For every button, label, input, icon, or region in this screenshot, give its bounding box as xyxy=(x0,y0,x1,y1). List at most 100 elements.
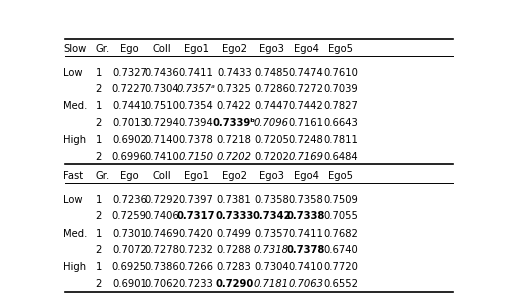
Text: 0.7327: 0.7327 xyxy=(112,68,146,78)
Text: 0.7278: 0.7278 xyxy=(144,245,179,255)
Text: 0.7333: 0.7333 xyxy=(215,211,253,221)
Text: 0.6901: 0.6901 xyxy=(112,279,146,289)
Text: 0.7499: 0.7499 xyxy=(216,228,251,238)
Text: 0.7233: 0.7233 xyxy=(178,279,213,289)
Text: Ego2: Ego2 xyxy=(221,171,246,181)
Text: High: High xyxy=(63,262,86,272)
Text: 0.7509: 0.7509 xyxy=(322,195,357,205)
Text: Gr.: Gr. xyxy=(95,44,110,54)
Text: 0.6902: 0.6902 xyxy=(112,135,146,145)
Text: 0.7469: 0.7469 xyxy=(144,228,179,238)
Text: Low: Low xyxy=(63,68,83,78)
Text: 0.7411: 0.7411 xyxy=(178,68,213,78)
Text: 0.7420: 0.7420 xyxy=(178,228,213,238)
Text: 0.7259: 0.7259 xyxy=(112,211,146,221)
Text: 0.7386: 0.7386 xyxy=(144,262,179,272)
Text: 0.7433: 0.7433 xyxy=(217,68,251,78)
Text: Ego4: Ego4 xyxy=(293,44,318,54)
Text: 0.7013: 0.7013 xyxy=(112,118,146,128)
Text: 0.7447: 0.7447 xyxy=(254,101,288,112)
Text: 1: 1 xyxy=(95,228,102,238)
Text: 0.7358: 0.7358 xyxy=(288,195,323,205)
Text: 0.7406: 0.7406 xyxy=(144,211,179,221)
Text: 0.7266: 0.7266 xyxy=(178,262,213,272)
Text: 0.7354: 0.7354 xyxy=(178,101,213,112)
Text: 0.7248: 0.7248 xyxy=(288,135,323,145)
Text: Ego1: Ego1 xyxy=(183,171,208,181)
Text: 2: 2 xyxy=(95,279,102,289)
Text: 0.7358: 0.7358 xyxy=(254,195,288,205)
Text: 0.7272: 0.7272 xyxy=(288,84,323,94)
Text: 2: 2 xyxy=(95,211,102,221)
Text: 0.7339ᵇ: 0.7339ᵇ xyxy=(212,118,256,128)
Text: 0.7411: 0.7411 xyxy=(288,228,323,238)
Text: 0.7286: 0.7286 xyxy=(254,84,288,94)
Text: 0.7096: 0.7096 xyxy=(254,118,288,128)
Text: 0.7510: 0.7510 xyxy=(144,101,179,112)
Text: Ego4: Ego4 xyxy=(293,171,318,181)
Text: Coll: Coll xyxy=(153,171,171,181)
Text: 0.7338: 0.7338 xyxy=(286,211,325,221)
Text: 0.7436: 0.7436 xyxy=(144,68,179,78)
Text: 0.7317: 0.7317 xyxy=(177,211,215,221)
Text: Ego3: Ego3 xyxy=(259,171,283,181)
Text: 0.7357: 0.7357 xyxy=(254,228,288,238)
Text: 0.7205: 0.7205 xyxy=(254,135,288,145)
Text: 0.7827: 0.7827 xyxy=(322,101,357,112)
Text: Med.: Med. xyxy=(63,101,87,112)
Text: 0.7072: 0.7072 xyxy=(112,245,146,255)
Text: 0.6643: 0.6643 xyxy=(323,118,357,128)
Text: Ego3: Ego3 xyxy=(259,44,283,54)
Text: Coll: Coll xyxy=(153,44,171,54)
Text: 0.7161: 0.7161 xyxy=(288,118,323,128)
Text: 0.7410: 0.7410 xyxy=(144,152,179,161)
Text: 0.7055: 0.7055 xyxy=(322,211,357,221)
Text: 0.7720: 0.7720 xyxy=(322,262,357,272)
Text: 0.7150: 0.7150 xyxy=(178,152,213,161)
Text: Ego1: Ego1 xyxy=(183,44,208,54)
Text: Ego2: Ego2 xyxy=(221,44,246,54)
Text: 2: 2 xyxy=(95,245,102,255)
Text: 0.7441: 0.7441 xyxy=(112,101,146,112)
Text: 2: 2 xyxy=(95,84,102,94)
Text: 0.7294: 0.7294 xyxy=(144,118,179,128)
Text: 0.7301: 0.7301 xyxy=(112,228,146,238)
Text: 1: 1 xyxy=(95,135,102,145)
Text: 2: 2 xyxy=(95,152,102,161)
Text: 0.7288: 0.7288 xyxy=(217,245,251,255)
Text: Ego5: Ego5 xyxy=(327,44,352,54)
Text: 0.7202: 0.7202 xyxy=(216,152,251,161)
Text: 0.6552: 0.6552 xyxy=(322,279,358,289)
Text: 0.6996: 0.6996 xyxy=(112,152,146,161)
Text: Med.: Med. xyxy=(63,228,87,238)
Text: 0.7283: 0.7283 xyxy=(217,262,251,272)
Text: Ego5: Ego5 xyxy=(327,171,352,181)
Text: 0.7397: 0.7397 xyxy=(178,195,213,205)
Text: 0.7063: 0.7063 xyxy=(288,279,323,289)
Text: 0.7292: 0.7292 xyxy=(144,195,179,205)
Text: Low: Low xyxy=(63,195,83,205)
Text: 0.7304: 0.7304 xyxy=(254,262,288,272)
Text: 0.7485: 0.7485 xyxy=(254,68,288,78)
Text: Ego: Ego xyxy=(120,171,138,181)
Text: 0.7202: 0.7202 xyxy=(254,152,288,161)
Text: 0.7811: 0.7811 xyxy=(322,135,357,145)
Text: 0.7039: 0.7039 xyxy=(323,84,357,94)
Text: Ego: Ego xyxy=(120,44,138,54)
Text: 0.7227: 0.7227 xyxy=(112,84,146,94)
Text: 0.7422: 0.7422 xyxy=(216,101,251,112)
Text: 0.7325: 0.7325 xyxy=(216,84,251,94)
Text: 0.7357ᵃ: 0.7357ᵃ xyxy=(176,84,215,94)
Text: 0.7218: 0.7218 xyxy=(216,135,251,145)
Text: 0.7232: 0.7232 xyxy=(178,245,213,255)
Text: 0.7169: 0.7169 xyxy=(288,152,323,161)
Text: 0.6484: 0.6484 xyxy=(323,152,357,161)
Text: 0.7442: 0.7442 xyxy=(288,101,323,112)
Text: 0.7062: 0.7062 xyxy=(144,279,179,289)
Text: 0.7394: 0.7394 xyxy=(178,118,213,128)
Text: 1: 1 xyxy=(95,195,102,205)
Text: Gr.: Gr. xyxy=(95,171,110,181)
Text: 0.6925: 0.6925 xyxy=(112,262,146,272)
Text: 0.7181: 0.7181 xyxy=(254,279,288,289)
Text: 0.7474: 0.7474 xyxy=(288,68,323,78)
